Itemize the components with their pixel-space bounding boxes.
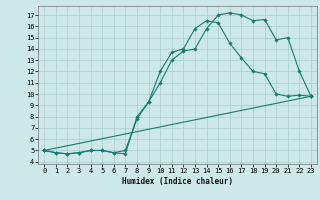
X-axis label: Humidex (Indice chaleur): Humidex (Indice chaleur) bbox=[122, 177, 233, 186]
